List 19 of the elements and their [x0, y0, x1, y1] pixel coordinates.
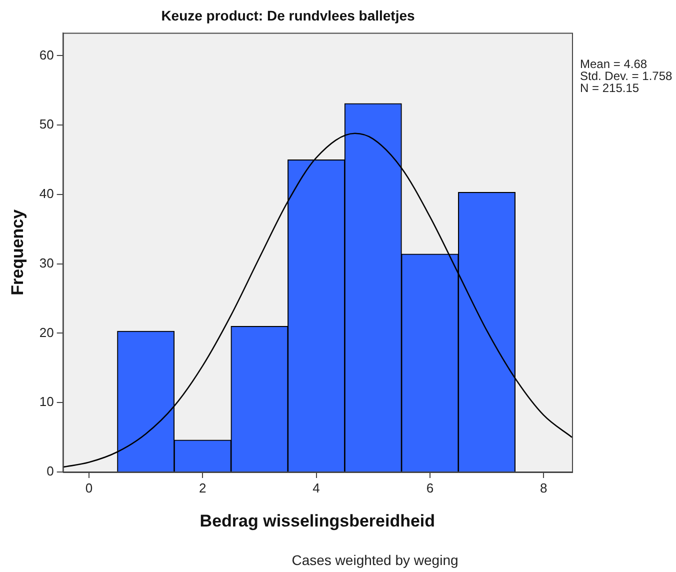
x-tick-label: 4 [312, 480, 320, 496]
y-tick-label: 10 [39, 394, 54, 410]
x-axis-title: Bedrag wisselingsbereidheid [200, 511, 436, 530]
x-tick-label: 2 [199, 480, 206, 496]
y-tick-label: 60 [39, 47, 54, 62]
y-tick-label: 20 [39, 324, 54, 340]
x-tick-label: 6 [426, 480, 434, 496]
y-axis-title: Frequency [8, 208, 27, 296]
text: Cases weighted by weging [292, 552, 458, 568]
y-tick-label: 50 [39, 116, 54, 132]
y-tick-label: 0 [46, 464, 54, 479]
x-tick-label: 0 [85, 480, 93, 496]
x-tick-label: 8 [540, 480, 548, 496]
text: Std. Dev. = 1.758 [580, 69, 672, 84]
y-tick-label: 30 [39, 255, 54, 270]
chart-title: Keuze product: De rundvlees balletjes [161, 7, 416, 24]
text: Mean = 4.68 [580, 57, 648, 72]
y-tick-label: 40 [39, 186, 54, 202]
text: N = 215.15 [580, 81, 640, 96]
